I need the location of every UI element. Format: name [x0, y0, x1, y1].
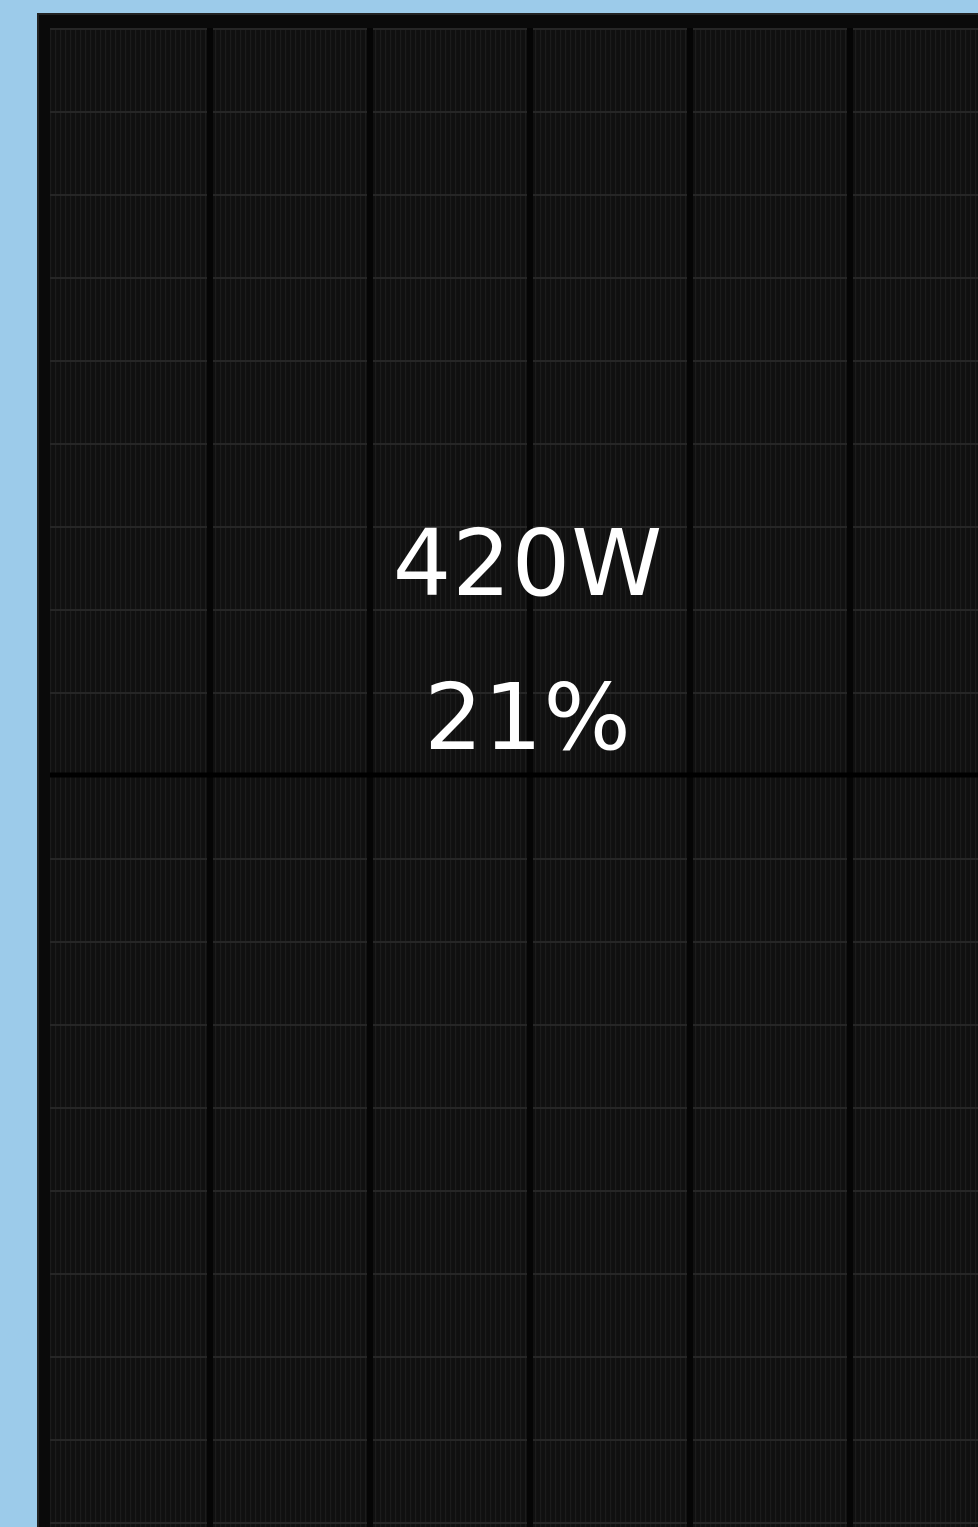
power-label: 420W	[392, 510, 664, 617]
cell-gaps	[50, 28, 978, 1527]
efficiency-label: 21%	[424, 664, 632, 771]
